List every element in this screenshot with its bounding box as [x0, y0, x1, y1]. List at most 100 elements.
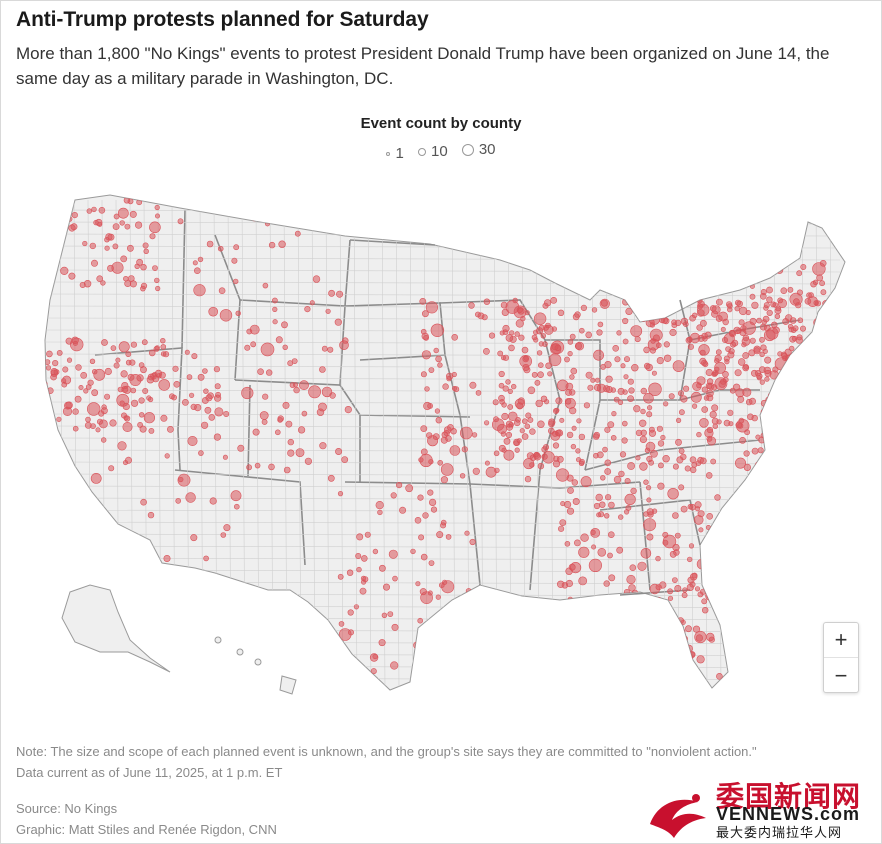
event-marker[interactable] — [608, 501, 615, 509]
event-marker[interactable] — [268, 241, 276, 249]
event-marker[interactable] — [551, 343, 559, 351]
event-marker[interactable] — [672, 577, 678, 583]
event-marker[interactable] — [282, 344, 288, 350]
event-marker[interactable] — [789, 317, 797, 324]
event-marker[interactable] — [124, 223, 131, 230]
event-marker[interactable] — [663, 295, 673, 306]
event-marker[interactable] — [129, 280, 137, 288]
event-marker[interactable] — [641, 314, 649, 322]
event-marker[interactable] — [435, 355, 442, 363]
event-marker[interactable] — [819, 259, 827, 267]
event-marker[interactable] — [427, 435, 439, 447]
event-marker[interactable] — [464, 530, 470, 536]
event-marker[interactable] — [650, 449, 658, 458]
event-marker[interactable] — [643, 392, 654, 404]
event-marker[interactable] — [799, 357, 806, 364]
event-marker[interactable] — [537, 420, 545, 428]
event-marker[interactable] — [633, 405, 641, 413]
event-marker[interactable] — [620, 363, 626, 369]
event-marker[interactable] — [767, 392, 775, 399]
event-marker[interactable] — [659, 581, 667, 589]
event-marker[interactable] — [342, 337, 349, 344]
event-marker[interactable] — [622, 298, 630, 306]
event-marker[interactable] — [790, 406, 797, 413]
event-marker[interactable] — [764, 356, 772, 364]
event-marker[interactable] — [83, 280, 92, 288]
event-marker[interactable] — [356, 533, 364, 541]
event-marker[interactable] — [126, 244, 134, 252]
event-marker[interactable] — [138, 362, 145, 368]
event-marker[interactable] — [325, 308, 331, 314]
event-marker[interactable] — [173, 380, 181, 388]
event-marker[interactable] — [304, 306, 311, 313]
event-marker[interactable] — [117, 441, 127, 451]
event-marker[interactable] — [567, 487, 574, 494]
event-marker[interactable] — [110, 345, 117, 351]
event-marker[interactable] — [697, 456, 704, 464]
event-marker[interactable] — [602, 446, 608, 453]
event-marker[interactable] — [160, 351, 167, 357]
event-marker[interactable] — [623, 356, 630, 363]
event-marker[interactable] — [347, 629, 354, 636]
event-marker[interactable] — [421, 350, 432, 360]
event-marker[interactable] — [818, 310, 824, 317]
event-marker[interactable] — [214, 383, 221, 390]
event-marker[interactable] — [751, 447, 759, 455]
event-marker[interactable] — [119, 220, 125, 226]
event-marker[interactable] — [250, 341, 257, 348]
event-marker[interactable] — [571, 479, 578, 486]
event-marker[interactable] — [677, 390, 684, 397]
event-marker[interactable] — [50, 368, 58, 376]
event-marker[interactable] — [543, 324, 549, 331]
event-marker[interactable] — [743, 463, 752, 472]
event-marker[interactable] — [525, 412, 532, 419]
event-marker[interactable] — [125, 359, 132, 366]
event-marker[interactable] — [736, 271, 742, 277]
event-marker[interactable] — [378, 564, 386, 572]
event-marker[interactable] — [696, 431, 702, 438]
event-marker[interactable] — [694, 630, 707, 644]
event-marker[interactable] — [599, 501, 606, 508]
event-marker[interactable] — [372, 548, 379, 555]
event-marker[interactable] — [604, 426, 611, 433]
event-marker[interactable] — [446, 375, 452, 382]
event-marker[interactable] — [137, 421, 143, 428]
event-marker[interactable] — [355, 552, 362, 559]
event-marker[interactable] — [203, 388, 209, 394]
event-marker[interactable] — [599, 298, 610, 309]
event-marker[interactable] — [605, 385, 613, 393]
event-marker[interactable] — [648, 382, 662, 396]
event-marker[interactable] — [787, 401, 794, 409]
event-marker[interactable] — [336, 290, 344, 298]
event-marker[interactable] — [396, 482, 403, 489]
event-marker[interactable] — [445, 534, 452, 540]
event-marker[interactable] — [197, 256, 204, 263]
event-marker[interactable] — [222, 454, 228, 460]
event-marker[interactable] — [649, 347, 657, 354]
event-marker[interactable] — [52, 360, 59, 367]
event-marker[interactable] — [451, 385, 457, 391]
event-marker[interactable] — [814, 329, 820, 335]
event-marker[interactable] — [533, 312, 547, 325]
event-marker[interactable] — [678, 448, 685, 454]
event-marker[interactable] — [784, 395, 791, 402]
event-marker[interactable] — [686, 556, 693, 563]
event-marker[interactable] — [86, 402, 101, 416]
event-marker[interactable] — [646, 405, 653, 411]
event-marker[interactable] — [636, 307, 651, 321]
event-marker[interactable] — [701, 606, 709, 614]
event-marker[interactable] — [684, 465, 691, 472]
event-marker[interactable] — [667, 588, 673, 595]
event-marker[interactable] — [694, 586, 701, 592]
event-marker[interactable] — [769, 416, 775, 422]
event-marker[interactable] — [624, 477, 631, 484]
event-marker[interactable] — [622, 338, 629, 345]
event-marker[interactable] — [71, 336, 79, 344]
event-marker[interactable] — [765, 269, 773, 277]
event-marker[interactable] — [816, 274, 824, 282]
event-marker[interactable] — [485, 466, 497, 478]
event-marker[interactable] — [503, 437, 511, 445]
event-marker[interactable] — [749, 317, 757, 325]
event-marker[interactable] — [120, 255, 128, 263]
event-marker[interactable] — [766, 309, 773, 317]
